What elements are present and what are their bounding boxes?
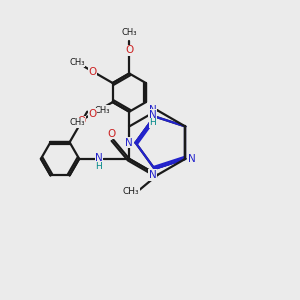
Text: O: O xyxy=(88,67,97,76)
Text: N: N xyxy=(125,138,133,148)
Text: N: N xyxy=(149,105,156,115)
Text: CH₃: CH₃ xyxy=(94,106,110,115)
Text: O: O xyxy=(88,109,97,118)
Text: N: N xyxy=(149,110,157,120)
Text: H: H xyxy=(149,118,156,127)
Text: O: O xyxy=(77,116,86,127)
Text: CH₃: CH₃ xyxy=(69,58,85,67)
Text: CH₃: CH₃ xyxy=(122,187,139,196)
Text: N: N xyxy=(188,154,196,164)
Text: CH₃: CH₃ xyxy=(122,28,137,37)
Text: CH₃: CH₃ xyxy=(69,118,85,127)
Text: N: N xyxy=(95,153,103,163)
Text: N: N xyxy=(149,170,156,180)
Text: H: H xyxy=(95,162,102,171)
Text: O: O xyxy=(125,46,134,56)
Text: O: O xyxy=(108,129,116,139)
